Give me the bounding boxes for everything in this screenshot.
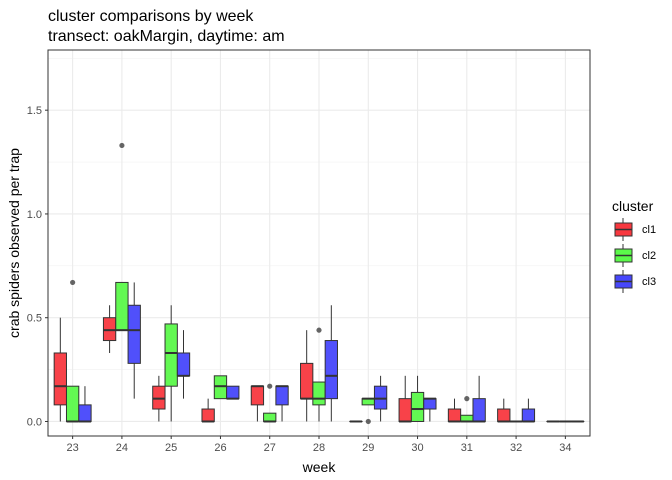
box-cl1-week-32 bbox=[497, 398, 511, 423]
box-cl3-week-32 bbox=[521, 398, 536, 423]
legend-label: cl3 bbox=[642, 276, 656, 288]
box-cl3-week-29 bbox=[373, 375, 388, 422]
box-body bbox=[263, 412, 277, 422]
legend-item-cl1: cl1 bbox=[614, 218, 656, 241]
box-cl3-week-31 bbox=[472, 375, 486, 423]
box-body bbox=[497, 408, 511, 422]
outlier-point bbox=[70, 279, 76, 286]
legend-label: cl1 bbox=[642, 224, 656, 236]
box-body bbox=[78, 404, 92, 422]
x-tick-label: 31 bbox=[461, 442, 473, 454]
legend-title: cluster bbox=[612, 198, 654, 214]
chart-subtitle: transect: oakMargin, daytime: am bbox=[48, 28, 285, 45]
chart-title: cluster comparisons by week bbox=[48, 8, 254, 25]
outlier-point bbox=[119, 142, 125, 149]
box-cl3-week-25 bbox=[176, 330, 191, 399]
legend-item-cl2: cl2 bbox=[614, 244, 656, 267]
legend-item-cl3: cl3 bbox=[614, 270, 656, 293]
y-tick-label: 0.5 bbox=[27, 313, 42, 325]
box-body bbox=[213, 375, 228, 400]
x-tick-label: 27 bbox=[264, 442, 276, 454]
x-axis-title: week bbox=[302, 459, 337, 475]
legend-label: cl2 bbox=[642, 250, 656, 262]
x-tick-label: 28 bbox=[313, 442, 325, 454]
box-cl2-week-27 bbox=[263, 383, 277, 423]
x-tick-label: 24 bbox=[116, 442, 128, 454]
box-cl3-week-27 bbox=[275, 385, 289, 422]
outlier-point bbox=[316, 327, 322, 333]
box-cl3-week-24 bbox=[127, 282, 141, 399]
box-cl2-week-26 bbox=[213, 375, 228, 400]
box-body bbox=[324, 340, 338, 400]
box-cl1-week-27 bbox=[250, 385, 265, 422]
box-cl1-week-31 bbox=[447, 398, 462, 423]
x-tick-label: 32 bbox=[510, 442, 522, 454]
x-tick-label: 25 bbox=[165, 442, 177, 454]
box-cl3-week-23 bbox=[78, 386, 92, 423]
y-tick-label: 0.0 bbox=[27, 416, 42, 428]
box-body bbox=[152, 385, 166, 410]
box-body bbox=[447, 408, 462, 422]
box-cl1-week-28 bbox=[300, 330, 314, 422]
box-cl1-week-23 bbox=[53, 317, 67, 422]
box-layer bbox=[53, 142, 585, 425]
box-body bbox=[373, 385, 388, 410]
box-body bbox=[127, 304, 141, 364]
box-cl3-week-26 bbox=[226, 385, 240, 400]
box-body bbox=[53, 352, 67, 406]
box-body bbox=[250, 385, 265, 406]
box-cl3-week-28 bbox=[324, 305, 338, 422]
box-body bbox=[312, 381, 326, 406]
box-cl3-week-30 bbox=[423, 397, 437, 422]
box-body bbox=[176, 352, 191, 377]
outlier-point bbox=[464, 396, 470, 402]
box-cl2-week-23 bbox=[65, 279, 80, 423]
box-body bbox=[300, 362, 314, 400]
box-body bbox=[410, 391, 425, 422]
outlier-point bbox=[267, 383, 273, 389]
box-body bbox=[102, 317, 117, 342]
box-body bbox=[423, 398, 437, 410]
axis-layer: 0.0 0.5 1.0 1.5 23 24 25 26 27 28 29 30 31 32 34 bbox=[27, 105, 572, 454]
x-tick-label: 34 bbox=[559, 442, 571, 454]
x-tick-label: 29 bbox=[362, 442, 374, 454]
outlier-point bbox=[365, 418, 371, 425]
box-body bbox=[275, 385, 289, 406]
y-axis-title: crab spiders observed per trap bbox=[6, 148, 22, 338]
x-tick-label: 30 bbox=[411, 442, 423, 454]
box-body bbox=[472, 398, 486, 422]
legend: cluster cl1 cl2 cl3 bbox=[612, 198, 656, 293]
x-tick-label: 26 bbox=[214, 442, 226, 454]
box-body bbox=[201, 408, 215, 422]
x-tick-label: 23 bbox=[67, 442, 79, 454]
box-body bbox=[398, 398, 412, 422]
box-body bbox=[521, 408, 536, 422]
box-cl1-week-25 bbox=[152, 375, 166, 422]
box-body bbox=[65, 385, 80, 422]
box-body bbox=[115, 281, 129, 331]
box-body bbox=[164, 323, 178, 387]
y-tick-label: 1.5 bbox=[27, 105, 42, 117]
box-cl1-week-26 bbox=[201, 398, 215, 423]
box-cl2-week-28 bbox=[312, 327, 326, 422]
box-body bbox=[226, 385, 240, 400]
y-tick-label: 1.0 bbox=[27, 209, 42, 221]
